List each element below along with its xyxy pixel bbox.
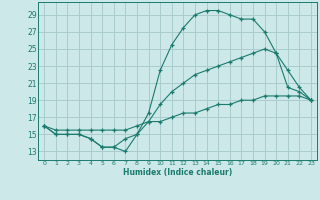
X-axis label: Humidex (Indice chaleur): Humidex (Indice chaleur) <box>123 168 232 177</box>
